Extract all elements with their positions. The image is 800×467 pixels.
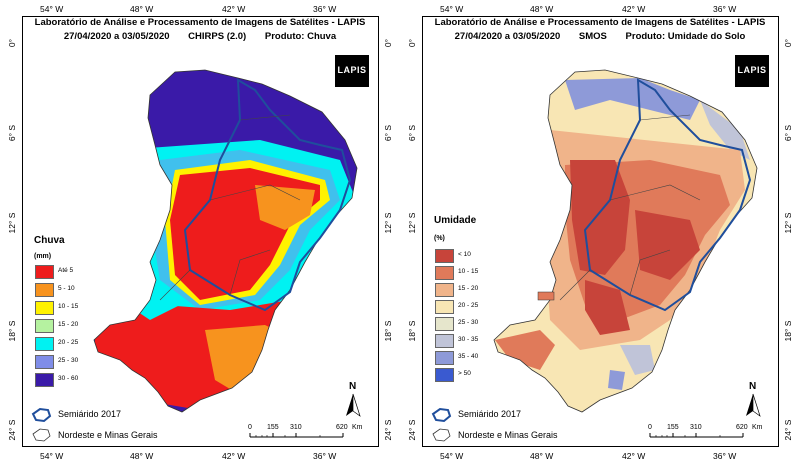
lon-tick-bottom: 48° W (530, 451, 554, 461)
map-legend-symbols (431, 407, 452, 442)
scale-tick: 620 (336, 424, 348, 431)
legend-label: 35 - 40 (458, 353, 479, 360)
lon-tick-bottom: 36° W (713, 451, 737, 461)
semiarido-symbol (31, 407, 52, 423)
scale-tick: 0 (248, 424, 252, 431)
lapis-logo: LAPIS (335, 55, 369, 87)
nordeste-label: Nordeste e Minas Gerais (58, 430, 158, 440)
legend-unit: (%) (434, 235, 445, 242)
lon-tick-bottom: 42° W (622, 451, 646, 461)
legend-swatch (435, 266, 454, 280)
legend-label: 20 - 25 (58, 339, 79, 346)
legend-label: 5 - 10 (58, 285, 75, 292)
legend-label: 20 - 25 (458, 302, 479, 309)
lon-tick-top: 54° W (40, 4, 64, 14)
scale-unit: Km (352, 424, 363, 431)
lon-tick-top: 36° W (713, 4, 737, 14)
legend-swatch (435, 317, 454, 331)
legend-swatch (435, 368, 454, 382)
date-range: 27/04/2020 a 03/05/2020 (63, 31, 170, 42)
lon-tick-bottom: 54° W (440, 451, 464, 461)
legend-title: Chuva (34, 235, 65, 246)
lapis-logo: LAPIS (735, 55, 769, 87)
legend-title: Umidade (434, 215, 477, 226)
legend-swatch (35, 355, 54, 369)
data-source: SMOS (578, 31, 607, 42)
legend-swatch (435, 334, 454, 348)
legend-swatch (35, 265, 54, 279)
lon-tick-top: 36° W (313, 4, 337, 14)
nordeste-symbol (432, 428, 451, 442)
legend-swatch (435, 300, 454, 314)
legend-label: 10 - 15 (58, 303, 79, 310)
nordeste-label: Nordeste e Minas Gerais (458, 430, 558, 440)
legend-swatch (35, 319, 54, 333)
scale-tick: 155 (667, 424, 679, 431)
lon-tick-bottom: 54° W (40, 451, 64, 461)
product-label: Produto: Chuva (264, 31, 337, 42)
legend-label: < 10 (458, 251, 471, 258)
legend-label: > 50 (458, 370, 471, 377)
scale-unit: Km (752, 424, 763, 431)
soil-moisture-map (493, 69, 758, 413)
scale-tick: 620 (736, 424, 748, 431)
semiarido-symbol (431, 407, 452, 423)
lon-tick-top: 48° W (530, 4, 554, 14)
lon-tick-bottom: 36° W (313, 451, 337, 461)
rainfall-map-panel: Laboratório de Análise e Processamento d… (0, 4, 400, 461)
north-arrow-icon (346, 393, 361, 417)
legend-label: Até 5 (58, 267, 74, 274)
map-legend-symbols (31, 407, 52, 442)
soil-moisture-map-panel: Laboratório de Análise e Processamento d… (400, 0, 800, 467)
scale-tick: 310 (690, 424, 702, 431)
rainfall-map (93, 69, 358, 413)
legend-swatch (35, 373, 54, 387)
legend-label: 25 - 30 (458, 319, 479, 326)
scale-bar (249, 433, 344, 438)
lon-tick-top: 54° W (440, 4, 464, 14)
data-source: CHIRPS (2.0) (188, 31, 247, 42)
legend-label: 10 - 15 (458, 268, 479, 275)
legend-swatch (35, 337, 54, 351)
legend-swatch (35, 283, 54, 297)
panel-title: Laboratório de Análise e Processamento d… (34, 17, 366, 28)
legend-unit: (mm) (34, 253, 52, 260)
lon-tick-bottom: 42° W (222, 451, 246, 461)
scale-tick: 0 (648, 424, 652, 431)
legend-label: 30 - 35 (458, 336, 479, 343)
scale-tick: 310 (290, 424, 302, 431)
scale-tick: 155 (267, 424, 279, 431)
date-range: 27/04/2020 a 03/05/2020 (454, 31, 561, 42)
nordeste-symbol (32, 428, 51, 442)
north-arrow-icon (746, 393, 761, 417)
legend-swatch (435, 249, 454, 263)
panel-subtitle: 27/04/2020 a 03/05/2020 SMOS Produto: Um… (400, 31, 800, 42)
scale-bar (649, 433, 744, 438)
lon-tick-top: 42° W (622, 4, 646, 14)
legend-swatch (435, 283, 454, 297)
legend-label: 15 - 20 (58, 321, 79, 328)
panel-title: Laboratório de Análise e Processamento d… (434, 17, 766, 28)
legend-label: 30 - 60 (58, 375, 79, 382)
legend-swatch (435, 351, 454, 365)
north-label: N (349, 381, 357, 392)
legend-label: 25 - 30 (58, 357, 79, 364)
legend-label: 15 - 20 (458, 285, 479, 292)
lon-tick-bottom: 48° W (130, 451, 154, 461)
north-label: N (749, 381, 757, 392)
product-label: Produto: Umidade do Solo (625, 31, 746, 42)
semiarido-label: Semiárido 2017 (458, 409, 522, 419)
lon-tick-top: 42° W (222, 4, 246, 14)
lon-tick-top: 48° W (130, 4, 154, 14)
legend-swatch (35, 301, 54, 315)
panel-subtitle: 27/04/2020 a 03/05/2020 CHIRPS (2.0) Pro… (0, 31, 400, 42)
semiarido-label: Semiárido 2017 (58, 409, 122, 419)
